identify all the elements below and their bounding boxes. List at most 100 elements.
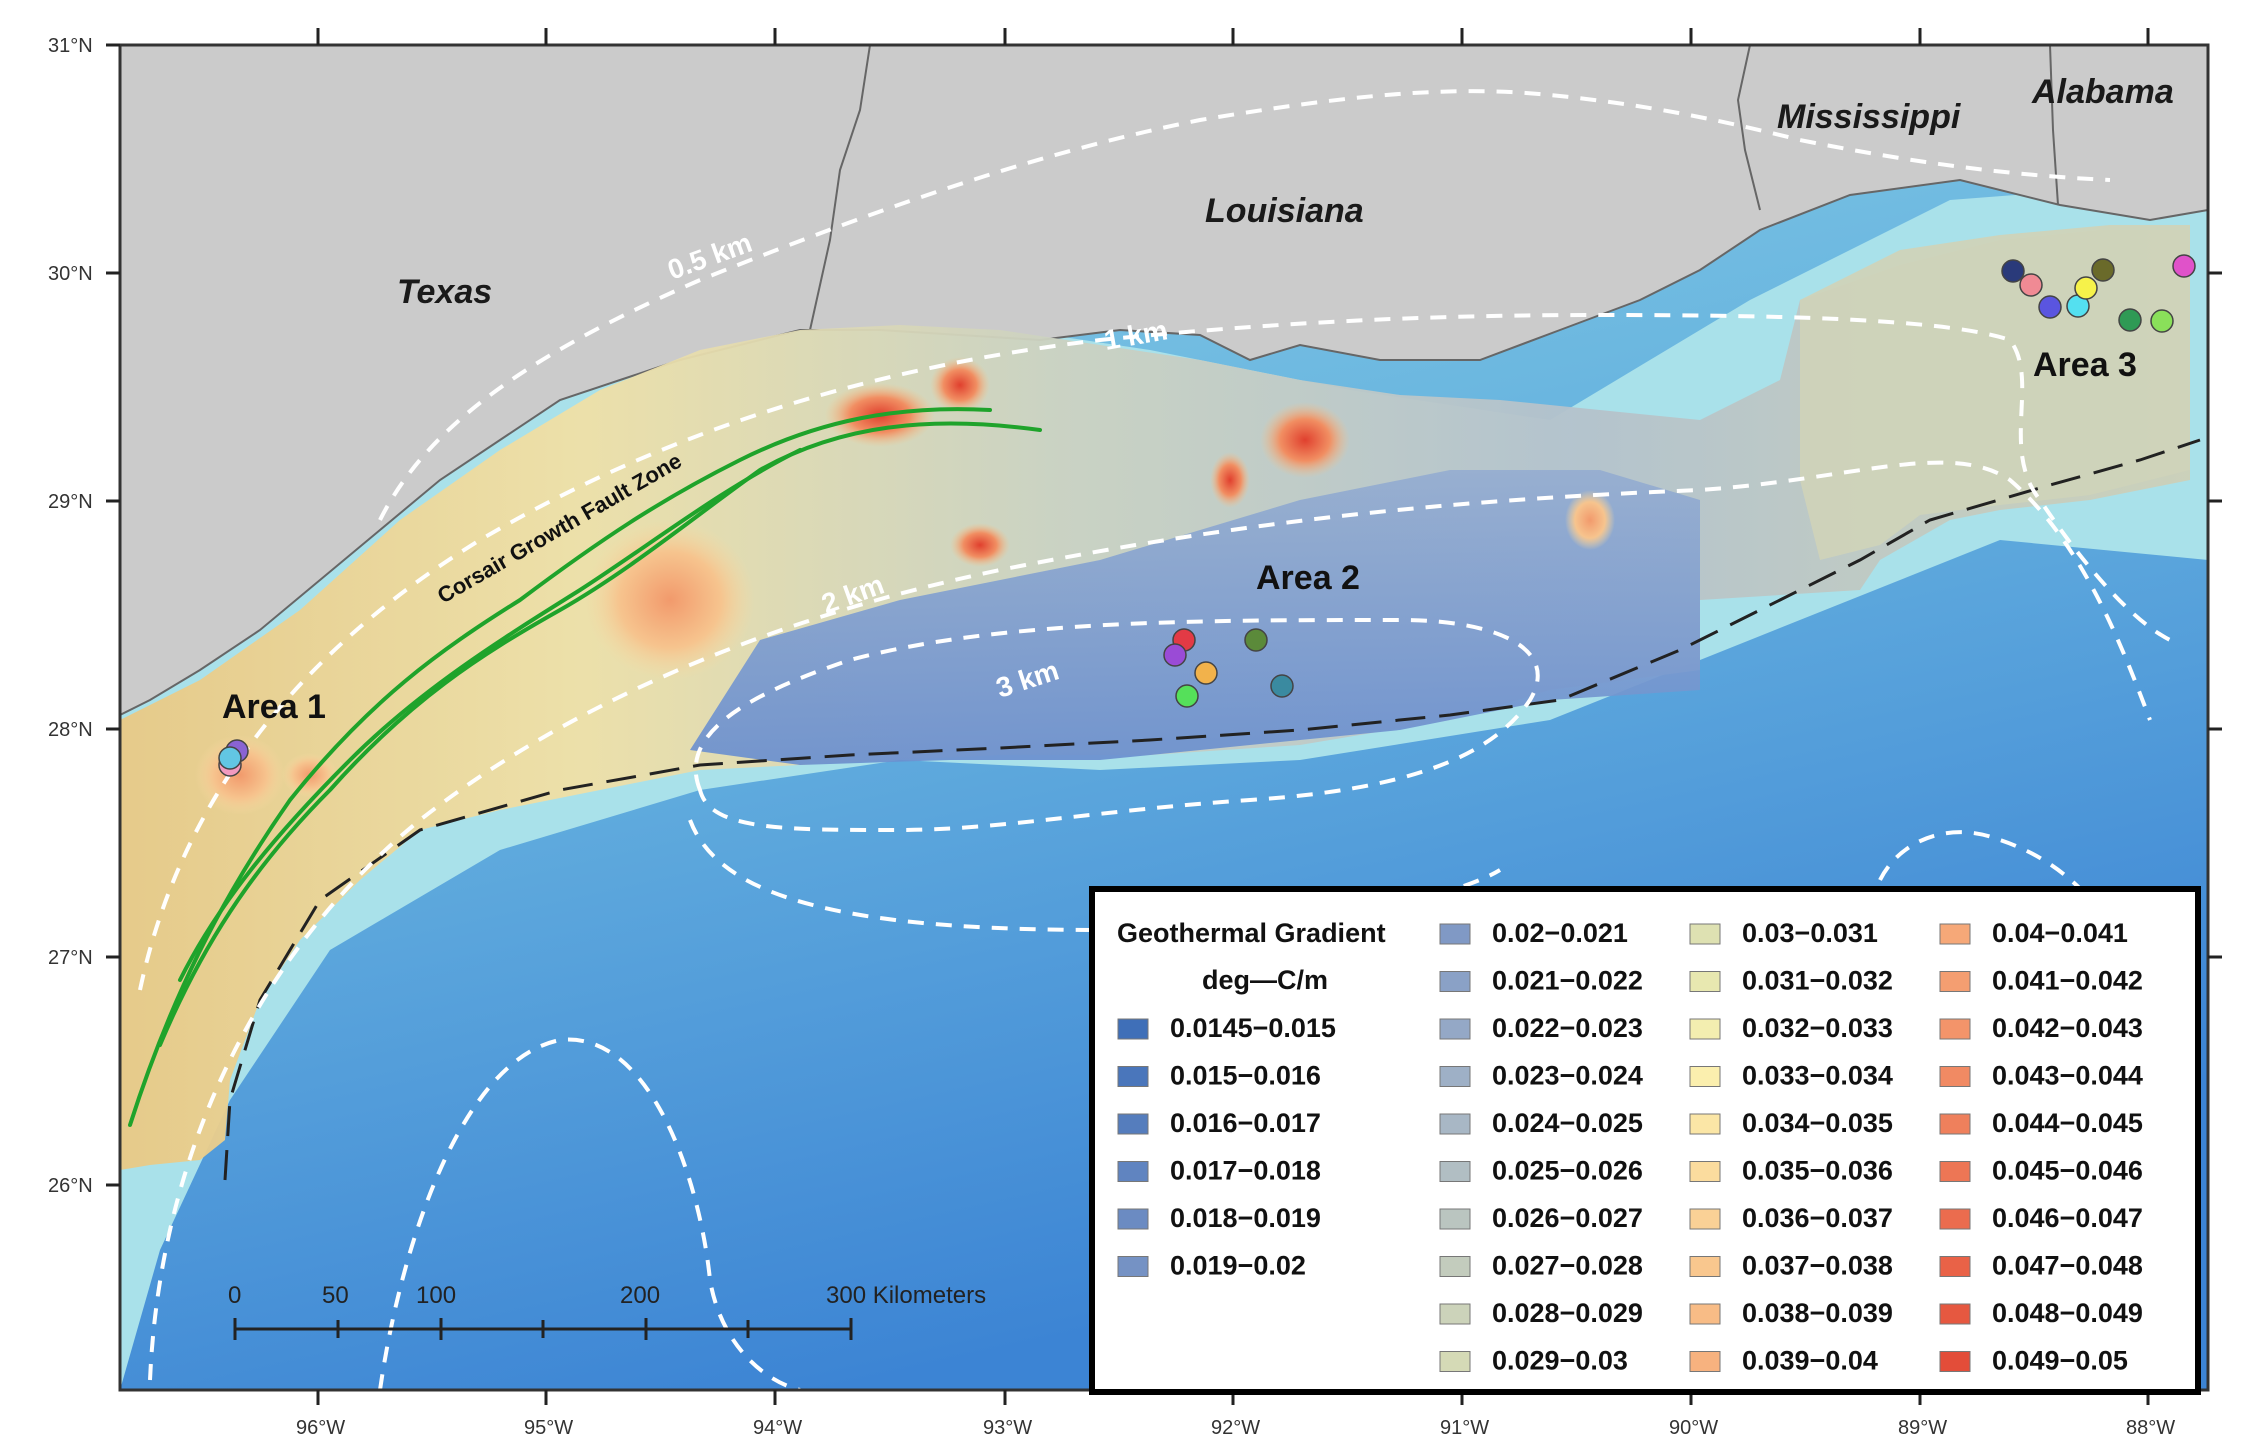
legend-label: 0.037−0.038 [1742, 1251, 1893, 1281]
legend-swatch [1689, 1018, 1721, 1040]
texas-louisiana-border [809, 45, 871, 331]
legend-swatch [1439, 1018, 1471, 1040]
contour-0-5km [378, 89, 2111, 521]
legend-label: 0.0145−0.015 [1170, 1013, 1336, 1043]
contour-1km [138, 312, 2171, 991]
legend-swatch [1939, 923, 1971, 945]
legend-label: 0.046−0.047 [1992, 1203, 2143, 1233]
lat-label-30: 30°N [48, 263, 93, 285]
legend-label: 0.023−0.024 [1492, 1061, 1643, 1091]
hot-spot-high-island-2 [930, 357, 990, 413]
lon-label-91: 91°W [1440, 1417, 1489, 1439]
legend: Geothermal Gradient deg—C/m 0.0145−0.015… [1089, 886, 2201, 1395]
legend-swatch [1439, 1351, 1471, 1372]
legend-label: 0.036−0.037 [1742, 1203, 1893, 1233]
area3-sample-points [2001, 254, 2196, 333]
gradient-raster-area3 [1800, 225, 2190, 560]
legend-items: 0.0145−0.015 0.015−0.016 0.016−0.017 0.017−… [1117, 918, 2143, 1376]
legend-label: 0.018−0.019 [1170, 1203, 1321, 1233]
legend-swatch [1117, 1208, 1149, 1230]
lon-label-90: 90°W [1669, 1417, 1718, 1439]
legend-label: 0.02−0.021 [1492, 918, 1628, 948]
scale-bar: 0 50 100 200 300 Kilometers [228, 1282, 986, 1340]
lat-label-27: 27°N [48, 947, 93, 969]
legend-label: 0.026−0.027 [1492, 1203, 1643, 1233]
legend-unit: deg—C/m [1202, 965, 1328, 995]
lat-ticks [106, 43, 2222, 1187]
legend-label: 0.016−0.017 [1170, 1108, 1321, 1138]
legend-swatch [1689, 1256, 1721, 1277]
top-ticks [316, 28, 2150, 45]
legend-swatch [1689, 923, 1721, 945]
area2-sample-points [1163, 628, 1294, 708]
legend-label: 0.045−0.046 [1992, 1156, 2143, 1186]
legend-swatch [1939, 1303, 1971, 1325]
legend-swatch [1439, 1256, 1471, 1277]
scale-tick-50: 50 [322, 1282, 349, 1309]
legend-label: 0.024−0.025 [1492, 1108, 1643, 1138]
legend-label: 0.049−0.05 [1992, 1346, 2128, 1376]
label-area-1: Area 1 [222, 688, 326, 726]
scale-tick-300: 300 Kilometers [826, 1282, 986, 1309]
hot-spot-terrebonne [1565, 490, 1615, 550]
legend-swatch [1939, 1113, 1971, 1135]
legend-label: 0.022−0.023 [1492, 1013, 1643, 1043]
legend-label: 0.04−0.041 [1992, 918, 2128, 948]
legend-label: 0.039−0.04 [1742, 1346, 1878, 1376]
label-texas: Texas [397, 273, 492, 311]
shelf-edge-line [223, 438, 2201, 1181]
legend-swatch [1939, 1161, 1971, 1182]
scale-tick-200: 200 [620, 1282, 660, 1309]
legend-label: 0.038−0.039 [1742, 1298, 1893, 1328]
louisiana-mississippi-border [1736, 45, 1761, 211]
legend-swatch [1689, 1208, 1721, 1230]
label-mississippi: Mississippi [1777, 98, 1962, 136]
lon-label-96: 96°W [296, 1417, 345, 1439]
legend-swatch [1439, 1161, 1471, 1182]
lat-label-28: 28°N [48, 719, 93, 741]
legend-label: 0.019−0.02 [1170, 1251, 1306, 1281]
legend-label: 0.027−0.028 [1492, 1251, 1643, 1281]
legend-label: 0.048−0.049 [1992, 1298, 2143, 1328]
legend-swatch [1439, 923, 1471, 945]
lon-label-93: 93°W [983, 1417, 1032, 1439]
legend-label: 0.028−0.029 [1492, 1298, 1643, 1328]
legend-swatch [1939, 1208, 1971, 1230]
label-louisiana: Louisiana [1205, 192, 1364, 230]
legend-label: 0.025−0.026 [1492, 1156, 1643, 1186]
lon-label-89: 89°W [1898, 1417, 1947, 1439]
lat-label-31: 31°N [48, 35, 93, 57]
legend-swatch [1939, 1351, 1971, 1372]
label-area-3: Area 3 [2033, 346, 2137, 384]
scale-tick-100: 100 [416, 1282, 456, 1309]
legend-swatch [1689, 1351, 1721, 1372]
legend-swatch [1439, 1066, 1471, 1087]
legend-label: 0.043−0.044 [1992, 1061, 2143, 1091]
hot-spot-vermilion [1210, 452, 1250, 508]
legend-swatch [1439, 1303, 1471, 1325]
label-alabama: Alabama [2031, 73, 2174, 111]
legend-swatch [1689, 1066, 1721, 1087]
legend-label: 0.044−0.045 [1992, 1108, 2143, 1138]
lat-label-26: 26°N [48, 1175, 93, 1197]
hot-spot-east-cameron [1260, 402, 1350, 478]
legend-swatch [1439, 971, 1471, 992]
hot-spot-west [585, 520, 755, 680]
lon-label-92: 92°W [1211, 1417, 1260, 1439]
corsair-fault-lines [128, 407, 1042, 1127]
land-mass [120, 45, 2208, 715]
legend-swatch [1689, 1303, 1721, 1325]
legend-label: 0.015−0.016 [1170, 1061, 1321, 1091]
legend-swatch [1117, 1113, 1149, 1135]
label-area-2: Area 2 [1256, 559, 1360, 597]
legend-label: 0.041−0.042 [1992, 966, 2143, 996]
legend-swatch [1439, 1208, 1471, 1230]
legend-label: 0.032−0.033 [1742, 1013, 1893, 1043]
legend-swatch [1689, 1113, 1721, 1135]
contour-3km [693, 617, 1540, 833]
legend-label: 0.021−0.022 [1492, 966, 1643, 996]
lat-label-29: 29°N [48, 491, 93, 513]
legend-swatch [1117, 1018, 1149, 1040]
legend-label: 0.031−0.032 [1742, 966, 1893, 996]
